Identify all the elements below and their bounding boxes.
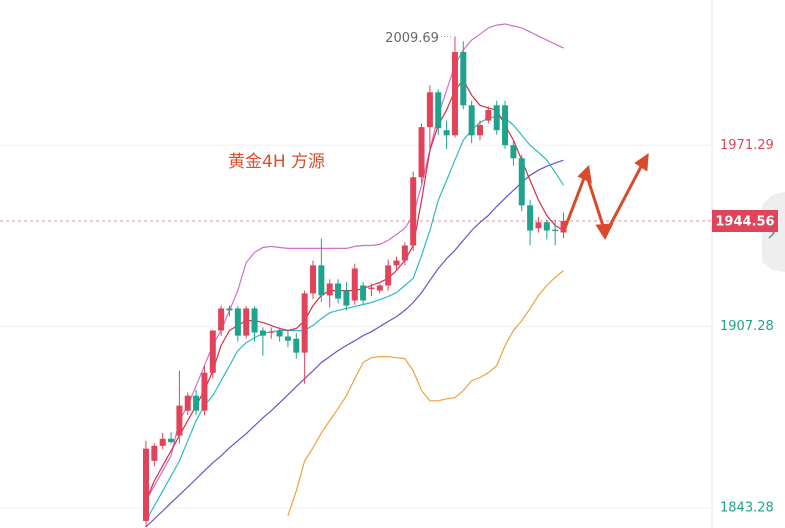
candle-body — [543, 222, 550, 231]
candle-body — [243, 308, 250, 336]
candle-body — [518, 158, 525, 206]
indicator-line — [145, 159, 564, 528]
candle-body — [209, 330, 216, 373]
candle-body — [468, 105, 475, 136]
candle-body — [301, 293, 308, 353]
y-tick-label: 1843.28 — [720, 500, 774, 515]
candle-body — [335, 283, 342, 299]
candle-body — [310, 265, 316, 294]
candle-body — [360, 285, 367, 301]
candle-body — [451, 52, 458, 136]
candle-body — [168, 438, 175, 443]
high-label: 2009.69 — [385, 31, 439, 46]
candle-body — [176, 405, 183, 436]
arrow-up — [563, 171, 588, 230]
candle-body — [201, 372, 208, 411]
candle-body — [226, 308, 233, 311]
candle-body — [284, 336, 291, 341]
candle-body — [477, 125, 483, 136]
y-tick-label: 1907.28 — [720, 319, 774, 334]
candle-body — [218, 308, 225, 331]
candle-body — [259, 330, 266, 336]
candle-body — [435, 92, 442, 129]
annotation-text: 黄金4H 方源 — [228, 152, 325, 172]
forecast-arrows — [563, 152, 649, 241]
candle-body — [393, 260, 400, 266]
candle-body — [460, 52, 467, 106]
candle-body — [527, 205, 534, 231]
candle-body — [184, 395, 191, 411]
candle-body — [293, 338, 300, 353]
candle-body — [410, 177, 417, 246]
candle-body — [535, 222, 542, 229]
candle-body — [443, 130, 450, 136]
candle-body — [326, 283, 333, 296]
candle-body — [368, 287, 375, 290]
candle-body — [552, 229, 559, 232]
candle-body — [385, 265, 392, 286]
candle-body — [234, 308, 241, 336]
candle-body — [401, 245, 408, 261]
candle-body — [510, 145, 517, 159]
last-price-tag — [712, 209, 778, 232]
candle-body — [143, 448, 149, 521]
indicator-line — [287, 270, 564, 516]
candle-body — [151, 445, 158, 461]
candle-body — [268, 331, 275, 333]
candle-body — [426, 92, 433, 128]
last-price-label: 1944.56 — [715, 214, 774, 229]
candle-body — [159, 438, 166, 446]
arrowhead — [634, 152, 649, 172]
candle-body — [485, 110, 492, 121]
candle-body — [343, 290, 350, 306]
y-tick-label: 1971.29 — [720, 138, 774, 153]
candle-body — [493, 105, 500, 131]
candle-body — [193, 395, 200, 411]
arrow-down — [584, 171, 607, 234]
candle-body — [318, 265, 325, 296]
candle-body — [276, 330, 283, 337]
candle-body — [418, 127, 425, 178]
candle-body — [251, 308, 258, 333]
candle-body — [376, 285, 383, 291]
candle-body — [502, 105, 509, 146]
arrow-up — [603, 159, 646, 237]
candle-body — [560, 220, 567, 233]
candle-body — [351, 268, 358, 301]
